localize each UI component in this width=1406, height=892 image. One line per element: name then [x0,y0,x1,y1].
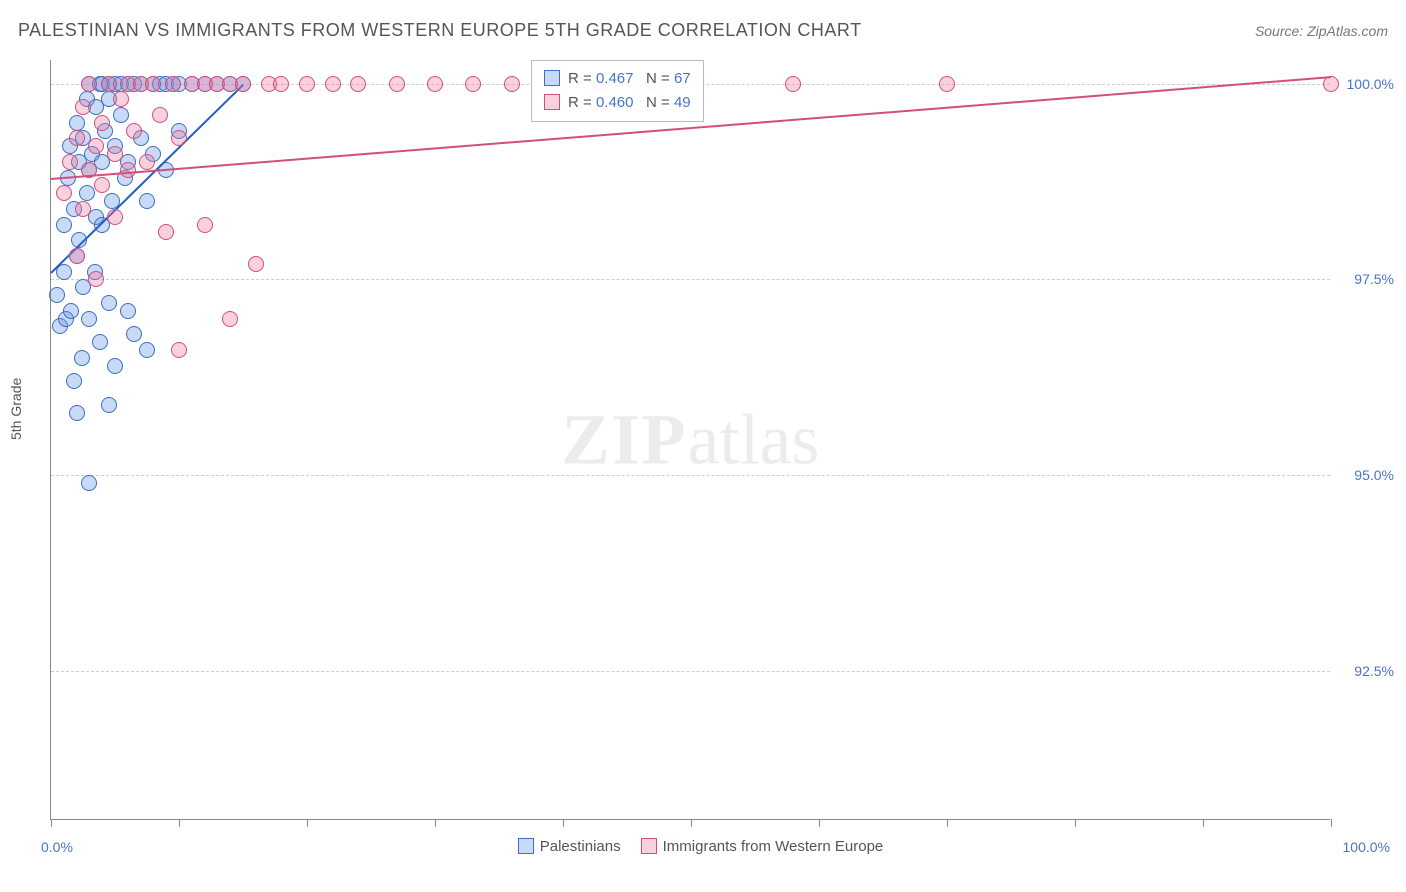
data-point [139,154,155,170]
data-point [120,162,136,178]
data-point [235,76,251,92]
data-point [120,303,136,319]
data-point [69,115,85,131]
legend-series-name: Immigrants from Western Europe [663,838,884,855]
data-point [427,76,443,92]
data-point [49,287,65,303]
x-tick [1075,819,1076,827]
data-point [62,154,78,170]
data-point [75,99,91,115]
data-point [69,248,85,264]
data-point [101,397,117,413]
legend-row: R = 0.467 N = 67 [544,67,691,91]
data-point [139,193,155,209]
legend-n-value: 67 [674,70,691,87]
x-tick [1203,819,1204,827]
legend-r-value: 0.460 [596,94,634,111]
data-point [299,76,315,92]
scatter-plot: ZIPatlas 92.5%95.0%97.5%100.0%0.0%100.0%… [50,60,1330,820]
y-tick-label: 92.5% [1334,663,1394,679]
data-point [113,91,129,107]
data-point [325,76,341,92]
data-point [171,130,187,146]
x-tick [1331,819,1332,827]
gridline [51,279,1330,280]
x-label-max: 100.0% [1343,839,1390,855]
x-tick [51,819,52,827]
y-axis-title: 5th Grade [8,378,24,440]
data-point [197,217,213,233]
legend-swatch [518,838,534,854]
data-point [145,76,161,92]
data-point [785,76,801,92]
series-legend: Palestinians Immigrants from Western Euro… [51,838,1330,855]
watermark: ZIPatlas [562,398,820,481]
data-point [389,76,405,92]
x-tick [691,819,692,827]
x-tick [947,819,948,827]
x-tick [435,819,436,827]
data-point [101,76,117,92]
data-point [81,76,97,92]
data-point [107,146,123,162]
data-point [69,130,85,146]
data-point [63,303,79,319]
data-point [504,76,520,92]
y-tick-label: 100.0% [1334,76,1394,92]
data-point [248,256,264,272]
legend-r-value: 0.467 [596,70,634,87]
y-tick-label: 97.5% [1334,271,1394,287]
data-point [88,271,104,287]
data-point [92,334,108,350]
legend-n-value: 49 [674,94,691,111]
legend-row: R = 0.460 N = 49 [544,91,691,115]
data-point [165,76,181,92]
x-tick [179,819,180,827]
data-point [171,342,187,358]
y-tick-label: 95.0% [1334,467,1394,483]
data-point [88,138,104,154]
data-point [69,405,85,421]
data-point [222,311,238,327]
data-point [107,358,123,374]
legend-swatch [544,70,560,86]
data-point [158,224,174,240]
data-point [56,185,72,201]
chart-title: PALESTINIAN VS IMMIGRANTS FROM WESTERN E… [18,20,862,41]
gridline [51,475,1330,476]
legend-series-name: Palestinians [540,838,621,855]
data-point [94,177,110,193]
data-point [939,76,955,92]
data-point [126,326,142,342]
correlation-legend: R = 0.467 N = 67R = 0.460 N = 49 [531,60,704,122]
data-point [152,107,168,123]
data-point [101,295,117,311]
legend-swatch [641,838,657,854]
data-point [113,107,129,123]
data-point [94,115,110,131]
data-point [75,201,91,217]
data-point [465,76,481,92]
gridline [51,671,1330,672]
legend-r-label: R = [568,94,596,111]
data-point [66,373,82,389]
data-point [350,76,366,92]
legend-r-label: R = [568,70,596,87]
data-point [74,350,90,366]
data-point [79,185,95,201]
data-point [107,209,123,225]
x-tick [307,819,308,827]
data-point [126,123,142,139]
legend-swatch [544,94,560,110]
x-tick [563,819,564,827]
data-point [81,311,97,327]
data-point [273,76,289,92]
data-point [56,217,72,233]
legend-n-label: N = [646,94,674,111]
legend-n-label: N = [646,70,674,87]
data-point [81,475,97,491]
x-tick [819,819,820,827]
data-point [139,342,155,358]
chart-source: Source: ZipAtlas.com [1255,23,1388,39]
